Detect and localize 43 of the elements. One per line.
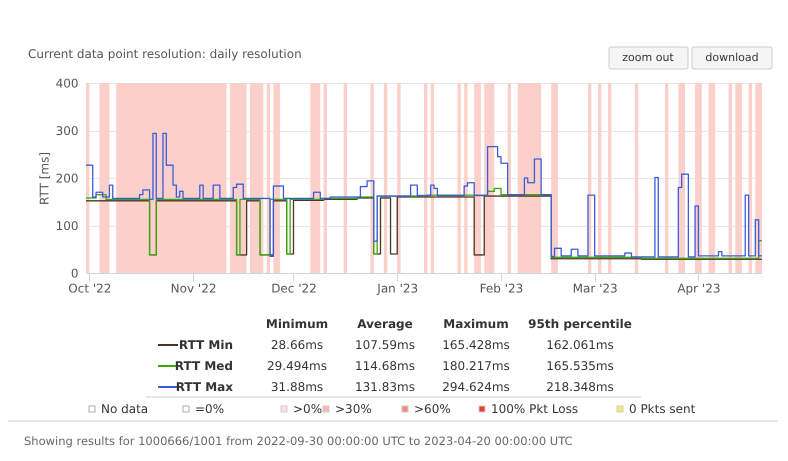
text: download	[705, 51, 759, 64]
y-tick-label: 100	[56, 219, 78, 233]
y-tick-label: 300	[56, 124, 78, 138]
text: 294.624ms	[442, 380, 510, 394]
text: 165.428ms	[442, 338, 510, 352]
text: 95th percentile	[528, 317, 632, 331]
text: Maximum	[443, 317, 509, 331]
text: Minimum	[266, 317, 328, 331]
x-tick-label: Feb '23	[480, 282, 524, 296]
y-tick-label: 200	[56, 172, 78, 186]
text: 114.68ms	[355, 359, 415, 373]
x-tick-label: Mar '23	[572, 282, 618, 296]
text: 218.348ms	[546, 380, 614, 394]
text: 100% Pkt Loss	[491, 402, 578, 416]
chart-title: Current data point resolution: daily resolution	[28, 47, 302, 61]
x-tick-label: Dec '22	[271, 282, 317, 296]
text: 162.061ms	[546, 338, 614, 352]
text: =0%	[195, 402, 224, 416]
text: >60%	[414, 402, 451, 416]
text: 180.217ms	[442, 359, 510, 373]
x-tick-label: Apr '23	[677, 282, 720, 296]
x-tick-label: Nov '22	[170, 282, 216, 296]
text: 165.535ms	[546, 359, 614, 373]
legend-label: RTT Max	[176, 380, 234, 394]
text: 29.494ms	[267, 359, 327, 373]
text: 0 Pkts sent	[629, 402, 696, 416]
text: >30%	[335, 402, 372, 416]
y-axis-title: RTT [ms]	[38, 152, 52, 206]
text: zoom out	[622, 51, 674, 64]
text: 28.66ms	[270, 338, 324, 352]
text: Average	[357, 317, 413, 331]
x-tick-label: Jan '23	[376, 282, 418, 296]
y-tick-label: 0	[70, 266, 78, 280]
legend-label: RTT Med	[174, 359, 233, 373]
x-tick-label: Oct '22	[68, 282, 112, 296]
y-tick-label: 400	[56, 76, 78, 90]
text: Showing results for 1000666/1001 from 2022-09-30 00:00:00 UTC to 2023-04-20 00:00:00 UTC	[24, 434, 573, 448]
legend-label: RTT Min	[178, 338, 233, 352]
text: 131.83ms	[355, 380, 415, 394]
text: >0%	[293, 402, 322, 416]
text: 31.88ms	[270, 380, 324, 394]
text: 107.59ms	[355, 338, 415, 352]
text: No data	[101, 402, 148, 416]
